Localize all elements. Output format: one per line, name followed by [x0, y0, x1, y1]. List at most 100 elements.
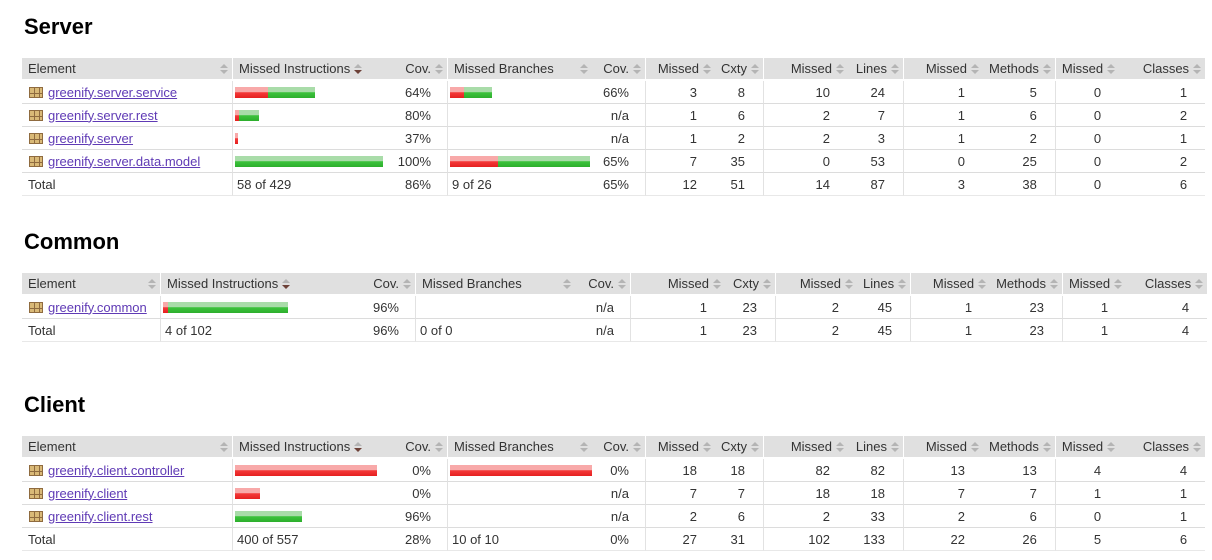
branch-coverage-cell: n/a — [575, 296, 630, 319]
column-header-cxty-6[interactable]: Cxty — [715, 58, 763, 81]
column-label: Lines — [863, 276, 895, 291]
package-link[interactable]: greenify.server.data.model — [48, 153, 201, 169]
column-header-missed-9[interactable]: Missed — [903, 436, 983, 459]
column-header-content: Missed Branches — [416, 273, 575, 294]
column-header-cov-2[interactable]: Cov. — [392, 436, 447, 459]
covered-bar-segment — [239, 109, 259, 121]
covered-bar-segment — [168, 301, 288, 313]
column-header-missed-11[interactable]: Missed — [1054, 436, 1120, 459]
total-missed-cxty-cell: 1 — [630, 319, 725, 342]
column-header-missed-9[interactable]: Missed — [903, 58, 983, 81]
column-header-content: Missed Branches — [448, 436, 592, 457]
column-header-missed-instructions-1[interactable]: Missed Instructions — [160, 273, 360, 296]
sort-down-arrow — [1193, 447, 1202, 452]
package-link[interactable]: greenify.common — [48, 299, 147, 315]
package-link[interactable]: greenify.server.service — [48, 84, 178, 100]
missed-branches-bar-cell — [447, 104, 592, 127]
column-header-element-0[interactable]: Element — [22, 58, 232, 81]
column-header-methods-10[interactable]: Methods — [983, 58, 1055, 81]
column-header-lines-8[interactable]: Lines — [848, 436, 903, 459]
section-title: Server — [24, 14, 93, 39]
column-header-cov-4[interactable]: Cov. — [592, 58, 645, 81]
column-header-missed-branches-3[interactable]: Missed Branches — [415, 273, 575, 296]
sort-icon — [580, 63, 588, 74]
column-header-missed-7[interactable]: Missed — [763, 58, 848, 81]
package-link[interactable]: greenify.server — [48, 130, 134, 146]
missed-branches-bar-cell — [447, 127, 592, 150]
missed-methods-cell: 1 — [903, 104, 983, 127]
column-header-missed-9[interactable]: Missed — [910, 273, 991, 296]
total-instruction-coverage-cell: 86% — [392, 173, 447, 196]
package-link[interactable]: greenify.client.controller — [48, 462, 185, 478]
column-header-missed-branches-3[interactable]: Missed Branches — [447, 436, 592, 459]
missed-methods-cell: 13 — [903, 459, 983, 482]
missed-bar-segment — [235, 464, 377, 476]
column-header-classes-12[interactable]: Classes — [1126, 273, 1208, 296]
sort-icon — [1049, 278, 1058, 289]
column-header-missed-branches-3[interactable]: Missed Branches — [447, 58, 592, 81]
sort-down-arrow — [220, 69, 228, 74]
column-header-cov-2[interactable]: Cov. — [392, 58, 447, 81]
column-header-missed-5[interactable]: Missed — [630, 273, 725, 296]
column-header-missed-instructions-1[interactable]: Missed Instructions — [232, 436, 392, 459]
sort-up-arrow — [580, 441, 588, 446]
column-header-lines-8[interactable]: Lines — [857, 273, 911, 296]
column-header-cxty-6[interactable]: Cxty — [715, 436, 763, 459]
column-label: Cxty — [721, 61, 747, 76]
sort-icon — [220, 63, 228, 74]
missed-branches-bar-cell — [447, 505, 592, 528]
covered-bar-segment — [498, 155, 590, 167]
missed-methods-cell: 7 — [903, 482, 983, 505]
package-link[interactable]: greenify.client.rest — [48, 508, 153, 524]
sort-up-arrow — [633, 63, 641, 68]
column-header-cov-4[interactable]: Cov. — [592, 436, 645, 459]
table-row: greenify.client 0% n/a 7 7 18 18 7 7 1 1 — [22, 482, 1206, 505]
column-header-cov-2[interactable]: Cov. — [360, 273, 415, 296]
sort-down-arrow — [751, 69, 759, 74]
missed-lines-cell: 2 — [763, 505, 848, 528]
column-header-cov-4[interactable]: Cov. — [575, 273, 630, 296]
element-cell: greenify.server.rest — [22, 104, 232, 127]
column-header-element-0[interactable]: Element — [22, 273, 160, 296]
column-header-missed-11[interactable]: Missed — [1061, 273, 1127, 296]
column-header-cxty-6[interactable]: Cxty — [725, 273, 775, 296]
missed-methods-cell: 2 — [903, 505, 983, 528]
column-header-lines-8[interactable]: Lines — [848, 58, 903, 81]
column-header-methods-10[interactable]: Methods — [983, 436, 1055, 459]
cxty-cell: 2 — [715, 127, 763, 150]
column-header-missed-7[interactable]: Missed — [763, 436, 848, 459]
column-header-content: Missed — [646, 436, 715, 457]
cxty-cell: 18 — [715, 459, 763, 482]
lines-cell: 24 — [848, 81, 903, 104]
column-header-missed-5[interactable]: Missed — [645, 436, 715, 459]
sort-icon — [435, 441, 443, 452]
column-label: Missed Instructions — [239, 61, 351, 76]
column-header-missed-7[interactable]: Missed — [775, 273, 857, 296]
missed-bar-segment — [235, 487, 260, 499]
column-header-missed-11[interactable]: Missed — [1054, 58, 1120, 81]
total-lines-cell: 45 — [857, 319, 911, 342]
column-label: Cov. — [588, 276, 614, 291]
sort-down-arrow — [703, 447, 711, 452]
column-header-content: Element — [22, 436, 232, 457]
column-header-classes-12[interactable]: Classes — [1119, 436, 1206, 459]
package-icon — [29, 109, 43, 121]
column-header-missed-instructions-1[interactable]: Missed Instructions — [232, 58, 392, 81]
package-link[interactable]: greenify.server.rest — [48, 107, 158, 123]
total-branch-coverage-cell: n/a — [575, 319, 630, 342]
column-header-element-0[interactable]: Element — [22, 436, 232, 459]
package-icon — [29, 86, 43, 98]
column-label: Cov. — [603, 439, 629, 454]
table-row: greenify.client.controller 0% 0% 18 18 82 82 13… — [22, 459, 1206, 482]
column-header-classes-12[interactable]: Classes — [1119, 58, 1206, 81]
column-label: Missed — [1068, 276, 1111, 291]
package-link[interactable]: greenify.client — [48, 485, 128, 501]
column-header-methods-10[interactable]: Methods — [990, 273, 1062, 296]
sort-icon — [1114, 278, 1123, 289]
sort-up-arrow — [563, 278, 571, 283]
column-header-missed-5[interactable]: Missed — [645, 58, 715, 81]
methods-cell: 7 — [983, 482, 1055, 505]
sort-icon — [354, 441, 363, 452]
sort-up-arrow — [282, 278, 291, 283]
lines-cell: 33 — [848, 505, 903, 528]
